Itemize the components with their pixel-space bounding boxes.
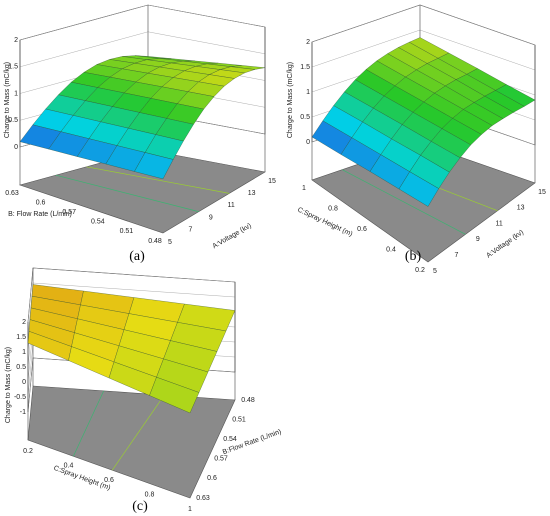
x-axis-label: A:Voltage (kv) [212,222,253,250]
z-axis-label: Charge to Mass (mC/kg) [4,62,11,138]
x-tick-label: 5 [168,239,172,246]
x-tick-label: 0.6 [104,477,114,484]
panel: -1-0.500.511.520.20.40.60.810.480.510.54… [5,267,282,514]
floor-contour [55,174,199,212]
floor-contour [86,166,230,194]
surface-patch [149,377,200,414]
z-tick-label: 0.5 [8,117,18,124]
y-tick-label: 0.57 [62,209,76,216]
x-tick-label: 11 [228,202,235,209]
y-tick-label: 0.51 [120,228,134,235]
y-tick-label: 0.51 [232,416,246,423]
y-tick-label: 0.48 [148,238,162,245]
y-tick-label: 0.6 [36,199,46,206]
z-tick-label: 1.5 [16,334,26,341]
z-tick-label: 1.5 [8,64,18,71]
z-tick-label: -1 [20,409,26,416]
panel-label: (a) [129,249,145,264]
z-tick-label: -0.5 [14,394,26,401]
panel: 00.511.525791113150.480.510.540.570.60.6… [4,4,276,264]
y-tick-label: 0.63 [196,495,210,502]
panel-label: (c) [132,499,148,514]
x-tick-label: 13 [517,205,525,212]
x-tick-label: 7 [188,227,192,234]
y-tick-label: 0.2 [415,267,425,274]
surface-patch [134,152,174,180]
y-tick-label: 0.8 [328,205,338,212]
floor-contour [73,390,105,457]
y-tick-label: 0.4 [386,246,396,253]
y-axis-label: B: Flow Rate (L/min) [8,211,72,218]
z-tick-label: 1 [22,349,26,356]
x-tick-label: 13 [248,190,256,197]
panel: 0 0.5 1 1.5 2 5 7 9 11 13 15 0.2 0.4 0.6 0.8 1 A:Voltage… [287,4,546,275]
x-tick-label: 7 [454,252,458,259]
z-tick-label: 2 [306,39,310,46]
panel-label: (b) [405,249,422,264]
x-tick-label: 0.2 [23,448,33,455]
z-tick-label: 0.5 [300,114,310,121]
z-tick-label: 2 [14,37,18,44]
y-tick-label: 0.54 [223,436,237,443]
x-tick-label: 11 [496,220,503,227]
y-tick-label: 0.63 [5,190,19,197]
z-tick-label: 0 [306,139,310,146]
x-axis-label: A:Voltage (kv) [485,229,525,260]
z-tick-label: 0.5 [16,364,26,371]
y-tick-label: 0.6 [207,475,217,482]
x-tick-label: 1 [188,506,192,513]
x-axis-label: C:Spray Height (m) [53,465,112,492]
y-tick-label: 0.48 [241,397,255,404]
z-axis-label: Charge to Mass (mC/kg) [5,347,12,423]
y-tick-label: 0.6 [357,226,367,233]
x-tick-label: 5 [433,268,437,275]
y-tick-label: 1 [302,185,306,192]
floor-contour [111,394,165,471]
floor-contour [342,169,466,235]
z-tick-label: 1 [306,89,310,96]
x-tick-label: 9 [476,236,480,243]
z-tick-label: 2 [22,319,26,326]
x-tick-label: 15 [538,189,546,196]
y-tick-label: 0.54 [91,219,105,226]
z-tick-label: 1.5 [300,64,310,71]
y-axis-label: C:Spray Height (m) [296,206,353,238]
y-tick-label: 0.57 [214,456,228,463]
x-tick-label: 15 [268,178,276,185]
x-tick-label: 0.4 [64,462,74,469]
z-tick-label: 1 [14,90,18,97]
z-axis-label: Charge to Mass (mC/kg) [287,62,294,138]
surface-patch [398,171,439,207]
x-tick-label: 9 [209,214,213,221]
z-tick-label: 0 [14,144,18,151]
z-tick-label: 0 [22,379,26,386]
x-tick-label: 0.8 [145,491,155,498]
